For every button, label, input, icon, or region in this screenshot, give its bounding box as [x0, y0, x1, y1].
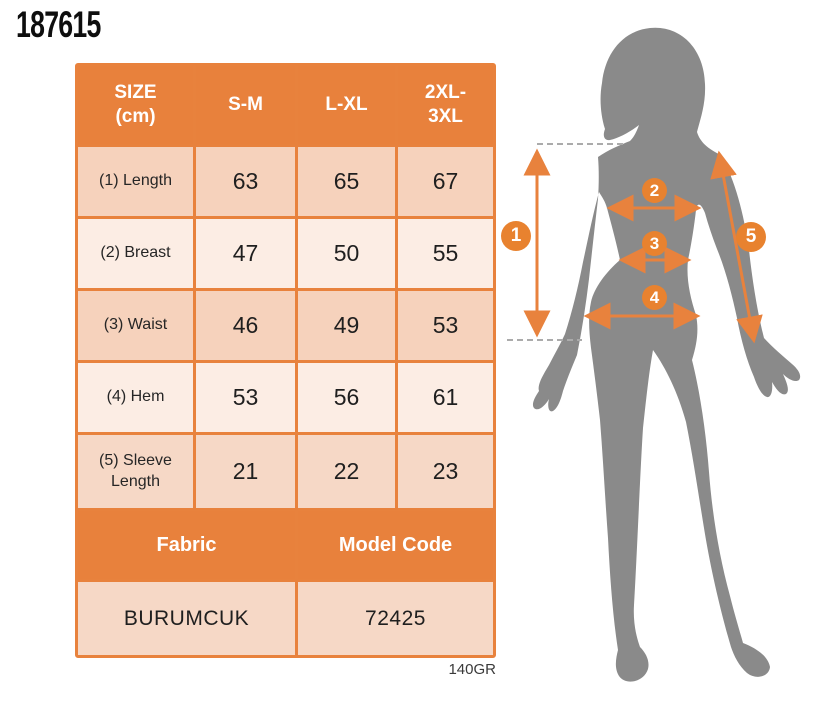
size-table-header-2xl3xl: 2XL-3XL [398, 66, 493, 144]
size-table-header-sm: S-M [196, 66, 295, 144]
row-label-breast: (2) Breast [78, 219, 193, 288]
size-table-header-lxl: L-XL [298, 66, 395, 144]
cell-breast-2xl3xl: 55 [398, 219, 493, 288]
product-code: 187615 [16, 4, 101, 45]
row-label-sleeve-length: (5) Sleeve Length [78, 435, 193, 508]
marker-3-waist: 3 [642, 231, 667, 256]
cell-sleeve-2xl3xl: 23 [398, 435, 493, 508]
cell-hem-lxl: 56 [298, 363, 395, 432]
weight-note: 140GR [448, 661, 496, 678]
marker-1-length: 1 [501, 221, 531, 251]
body-silhouette [532, 27, 801, 682]
model-code-value: 72425 [298, 582, 493, 655]
cell-breast-lxl: 50 [298, 219, 395, 288]
row-label-length: (1) Length [78, 147, 193, 216]
row-label-hem: (4) Hem [78, 363, 193, 432]
cell-length-sm: 63 [196, 147, 295, 216]
cell-hem-2xl3xl: 61 [398, 363, 493, 432]
cell-sleeve-sm: 21 [196, 435, 295, 508]
row-label-waist: (3) Waist [78, 291, 193, 360]
size-table: SIZE (cm) S-M L-XL 2XL-3XL (1) Length 63… [75, 63, 496, 658]
marker-5-sleeve: 5 [736, 222, 766, 252]
fabric-header: Fabric [78, 511, 295, 579]
cell-sleeve-lxl: 22 [298, 435, 395, 508]
marker-2-breast: 2 [642, 178, 667, 203]
cell-breast-sm: 47 [196, 219, 295, 288]
fabric-value: BURUMCUK [78, 582, 295, 655]
cell-length-2xl3xl: 67 [398, 147, 493, 216]
cell-length-lxl: 65 [298, 147, 395, 216]
size-table-header-size: SIZE (cm) [78, 66, 193, 144]
model-code-header: Model Code [298, 511, 493, 579]
cell-waist-sm: 46 [196, 291, 295, 360]
cell-waist-2xl3xl: 53 [398, 291, 493, 360]
marker-4-hem: 4 [642, 285, 667, 310]
cell-hem-sm: 53 [196, 363, 295, 432]
cell-waist-lxl: 49 [298, 291, 395, 360]
